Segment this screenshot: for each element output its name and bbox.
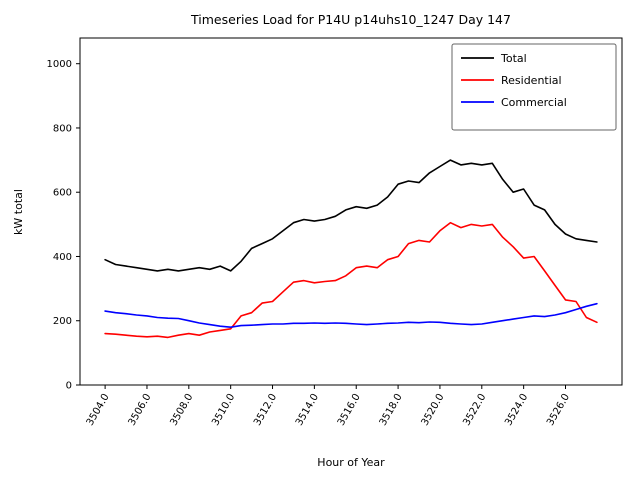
legend-box [451, 43, 617, 131]
legend-label-residential: Residential [501, 74, 562, 87]
x-tick-label: 3522.0 [461, 392, 488, 428]
series-lines [104, 159, 598, 339]
series-line-commercial [104, 302, 598, 329]
legend-label-commercial: Commercial [501, 96, 567, 109]
x-tick-label: 3510.0 [210, 392, 237, 428]
y-tick-label: 600 [53, 188, 72, 199]
y-tick-label: 1000 [47, 59, 72, 70]
x-tick-label: 3520.0 [420, 392, 447, 428]
series-line-residential [104, 221, 598, 339]
chart-title: Timeseries Load for P14U p14uhs10_1247 D… [190, 12, 511, 27]
x-tick-label: 3512.0 [252, 392, 279, 428]
x-tick-label: 3504.0 [85, 392, 112, 428]
y-tick-label: 800 [53, 123, 72, 134]
y-tick-label: 400 [53, 252, 72, 263]
x-tick-label: 3516.0 [336, 392, 363, 428]
y-tick-label: 0 [66, 381, 72, 392]
x-tick-label: 3506.0 [127, 392, 154, 428]
x-tick-label: 3508.0 [168, 392, 195, 428]
series-line-total [104, 159, 598, 272]
x-axis: 3504.0 3506.0 3508.0 3510.0 3512.0 3514.0 3516… [85, 385, 572, 428]
y-axis: 0 200 400 600 800 1000 [47, 59, 80, 392]
y-axis-label: kW total [12, 189, 25, 235]
x-tick-label: 3514.0 [294, 392, 321, 428]
legend: Total Residential Commercial [451, 43, 617, 131]
x-tick-label: 3526.0 [545, 392, 572, 428]
legend-label-total: Total [500, 52, 527, 65]
y-tick-label: 200 [53, 316, 72, 327]
x-tick-label: 3518.0 [378, 392, 405, 428]
x-tick-label: 3524.0 [503, 392, 530, 428]
x-axis-label: Hour of Year [317, 456, 385, 469]
